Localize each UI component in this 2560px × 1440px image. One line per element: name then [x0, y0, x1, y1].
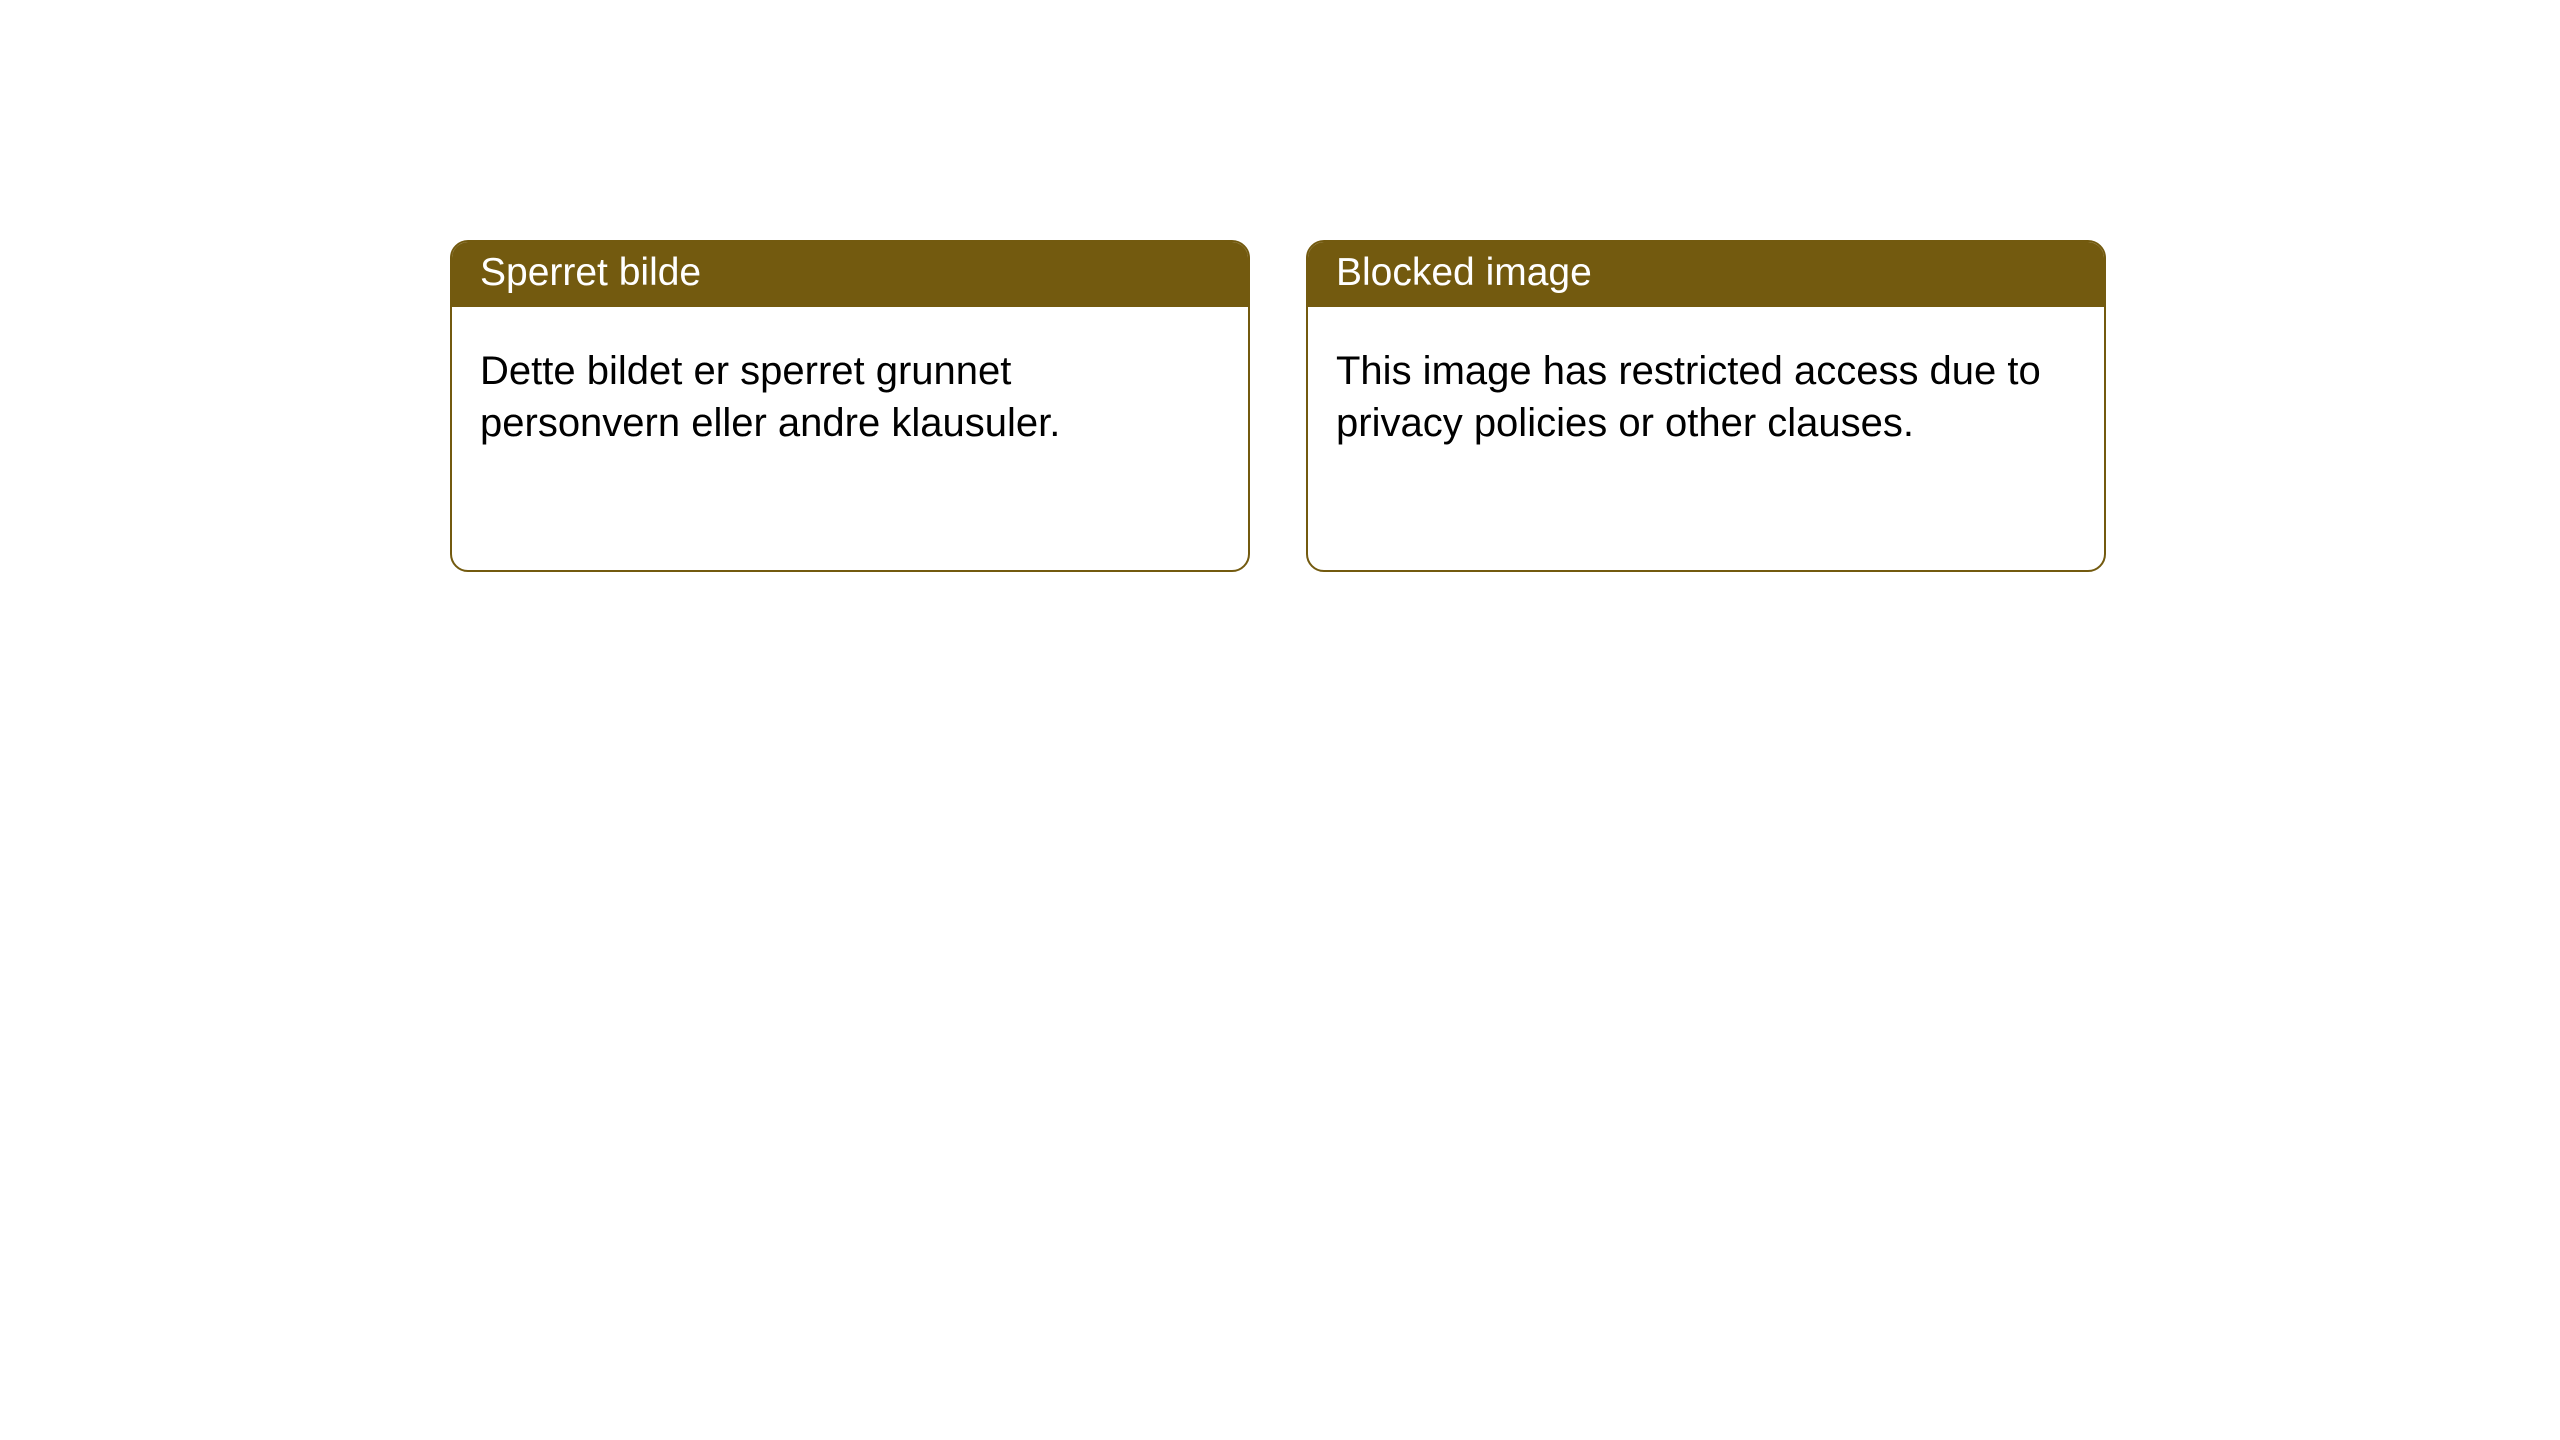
card-header-no: Sperret bilde — [452, 242, 1248, 307]
blocked-image-card-no: Sperret bilde Dette bildet er sperret gr… — [450, 240, 1250, 572]
card-title-no: Sperret bilde — [480, 251, 701, 294]
card-header-en: Blocked image — [1308, 242, 2104, 307]
card-title-en: Blocked image — [1336, 251, 1592, 294]
cards-container: Sperret bilde Dette bildet er sperret gr… — [0, 0, 2560, 572]
card-body-en: This image has restricted access due to … — [1308, 307, 2104, 477]
card-text-en: This image has restricted access due to … — [1336, 349, 2041, 445]
card-text-no: Dette bildet er sperret grunnet personve… — [480, 349, 1060, 445]
card-body-no: Dette bildet er sperret grunnet personve… — [452, 307, 1248, 477]
blocked-image-card-en: Blocked image This image has restricted … — [1306, 240, 2106, 572]
